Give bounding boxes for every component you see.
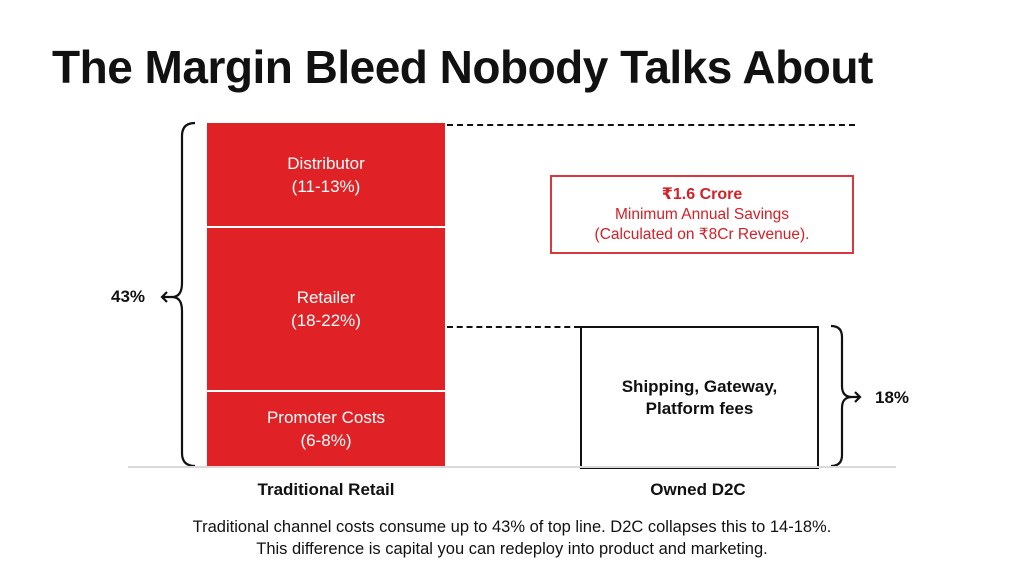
slide-title: The Margin Bleed Nobody Talks About <box>52 41 873 93</box>
top-dashed-guide <box>447 124 855 126</box>
baseline <box>128 466 896 468</box>
segment-retailer: Retailer (18-22%) <box>207 228 445 390</box>
right-brace-icon <box>830 324 862 468</box>
caption-line1: Traditional channel costs consume up to … <box>192 518 832 536</box>
savings-line2: (Calculated on ₹8Cr Revenue). <box>594 225 810 243</box>
segment-d2c-fees: Shipping, Gateway, Platform fees <box>580 326 819 469</box>
savings-headline: ₹1.6 Crore <box>661 185 743 203</box>
left-brace-icon <box>160 121 196 468</box>
segment-value: (6-8%) <box>300 431 352 450</box>
savings-line1: Minimum Annual Savings <box>614 205 790 223</box>
d2c-total-label: 18% <box>875 388 910 407</box>
segment-name: Shipping, Gateway, <box>621 376 778 396</box>
segment-promoter-costs: Promoter Costs (6-8%) <box>207 392 445 466</box>
segment-name: Distributor <box>287 153 365 173</box>
category-label-d2c: Owned D2C <box>650 480 746 499</box>
category-label-traditional: Traditional Retail <box>257 480 395 499</box>
segment-name-2: Platform fees <box>645 398 754 418</box>
segment-name: Promoter Costs <box>266 408 386 427</box>
segment-name: Retailer <box>296 288 356 307</box>
segment-value: (18-22%) <box>291 311 361 330</box>
d2c-dashed-guide <box>447 326 580 328</box>
savings-callout: ₹1.6 Crore Minimum Annual Savings (Calcu… <box>550 175 854 254</box>
caption-line2: This difference is capital you can redep… <box>256 540 768 558</box>
traditional-total-label: 43% <box>111 287 146 306</box>
segment-value: (11-13%) <box>291 176 361 196</box>
caption: Traditional channel costs consume up to … <box>0 516 1024 560</box>
segment-distributor: Distributor (11-13%) <box>207 123 445 226</box>
